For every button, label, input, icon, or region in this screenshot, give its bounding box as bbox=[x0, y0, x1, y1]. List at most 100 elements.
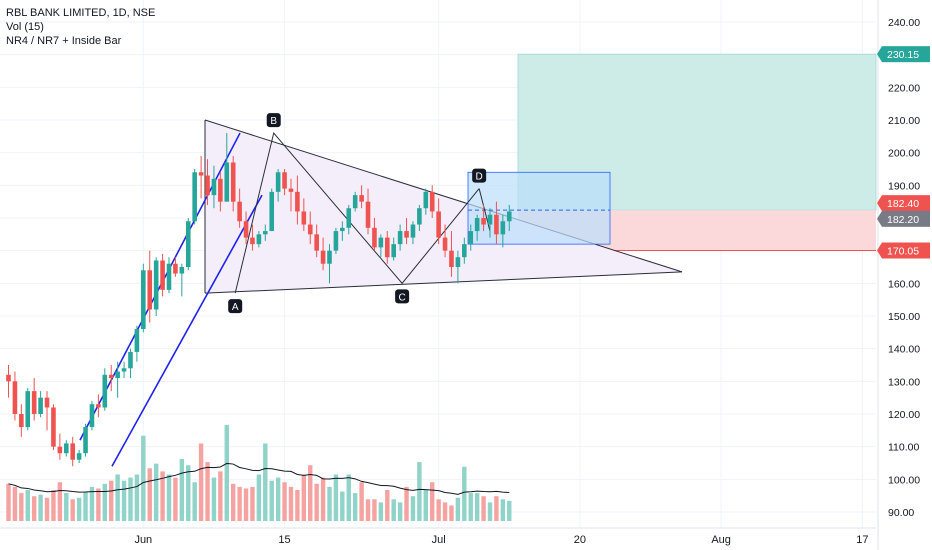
candle-body[interactable] bbox=[224, 162, 230, 202]
candle-body[interactable] bbox=[51, 407, 56, 447]
candle-body[interactable] bbox=[429, 191, 435, 212]
candle-body[interactable] bbox=[31, 391, 37, 414]
candle-body[interactable] bbox=[263, 231, 268, 235]
candle-body[interactable] bbox=[436, 211, 441, 238]
candle-body[interactable] bbox=[192, 172, 197, 222]
candle-body[interactable] bbox=[83, 427, 88, 454]
volume-bar bbox=[218, 471, 223, 521]
candle-body[interactable] bbox=[70, 443, 75, 460]
candle-body[interactable] bbox=[141, 270, 146, 330]
candle-body[interactable] bbox=[506, 211, 512, 222]
candle-body[interactable] bbox=[462, 244, 467, 258]
candle-body[interactable] bbox=[218, 178, 223, 202]
candle-body[interactable] bbox=[333, 231, 339, 251]
candle-body[interactable] bbox=[6, 374, 11, 382]
candle-body[interactable] bbox=[63, 443, 69, 454]
price-label-stop: 170.05 bbox=[887, 246, 919, 258]
candle-body[interactable] bbox=[320, 250, 326, 264]
range-box[interactable] bbox=[467, 171, 611, 245]
candle-body[interactable] bbox=[38, 397, 43, 414]
pattern-label-b-box[interactable] bbox=[266, 113, 281, 128]
candle-body[interactable] bbox=[455, 257, 461, 267]
candle-body[interactable] bbox=[185, 221, 191, 267]
candle-body[interactable] bbox=[314, 234, 319, 251]
candle-body[interactable] bbox=[487, 214, 493, 225]
candle-body[interactable] bbox=[365, 201, 371, 228]
candle-body[interactable] bbox=[372, 227, 377, 248]
candle-body[interactable] bbox=[384, 237, 390, 258]
volume-bar bbox=[263, 443, 268, 521]
candle-body[interactable] bbox=[96, 404, 101, 408]
triangle-lower-line[interactable] bbox=[204, 271, 683, 294]
volume-bar bbox=[391, 499, 396, 521]
volume-bar bbox=[134, 474, 140, 521]
candle-body[interactable] bbox=[481, 218, 486, 225]
candle-body[interactable] bbox=[417, 208, 422, 225]
candle-body[interactable] bbox=[288, 188, 294, 192]
candle-body[interactable] bbox=[166, 263, 172, 290]
candle-body[interactable] bbox=[25, 391, 31, 428]
channel-lower-line[interactable] bbox=[111, 194, 263, 467]
volume-bar bbox=[141, 435, 146, 521]
candle-body[interactable] bbox=[410, 224, 416, 238]
candle-body[interactable] bbox=[282, 172, 287, 189]
candle-body[interactable] bbox=[237, 201, 242, 222]
candle-body[interactable] bbox=[275, 172, 281, 192]
candle-body[interactable] bbox=[134, 329, 140, 352]
candle-body[interactable] bbox=[230, 162, 236, 202]
candle-body[interactable] bbox=[89, 404, 95, 428]
candle-body[interactable] bbox=[474, 218, 480, 232]
candle-body[interactable] bbox=[346, 208, 352, 228]
candle-body[interactable] bbox=[115, 371, 120, 379]
candle-body[interactable] bbox=[301, 211, 307, 225]
candle-body[interactable] bbox=[359, 195, 364, 202]
candle-body[interactable] bbox=[153, 260, 159, 310]
candle-body[interactable] bbox=[205, 175, 210, 196]
candle-body[interactable] bbox=[198, 172, 204, 176]
candle-body[interactable] bbox=[352, 195, 358, 209]
candle-body[interactable] bbox=[211, 178, 217, 196]
candle-body[interactable] bbox=[160, 260, 165, 290]
candle-body[interactable] bbox=[173, 263, 178, 274]
price-label-close: 182.20 bbox=[887, 214, 919, 226]
candle-body[interactable] bbox=[19, 414, 24, 428]
candle-body[interactable] bbox=[121, 368, 127, 372]
candle-body[interactable] bbox=[449, 250, 454, 267]
candle-body[interactable] bbox=[269, 191, 275, 232]
volume-indicator-label[interactable]: Vol (15) bbox=[6, 21, 44, 33]
candle-body[interactable] bbox=[500, 221, 506, 235]
symbol-title[interactable]: RBL BANK LIMITED, 1D, NSE bbox=[6, 7, 156, 19]
candle-body[interactable] bbox=[102, 374, 108, 408]
candle-body[interactable] bbox=[391, 244, 396, 258]
nr-indicator-label[interactable]: NR4 / NR7 + Inside Bar bbox=[6, 35, 122, 47]
candle-body[interactable] bbox=[307, 224, 313, 235]
candle-body[interactable] bbox=[128, 351, 133, 369]
candle-body[interactable] bbox=[340, 227, 345, 232]
pattern-label-d-box[interactable] bbox=[472, 168, 487, 183]
candle-body[interactable] bbox=[44, 397, 50, 408]
candle-body[interactable] bbox=[397, 231, 403, 245]
candle-body[interactable] bbox=[423, 191, 429, 209]
candle-body[interactable] bbox=[108, 374, 114, 379]
candle-body[interactable] bbox=[12, 381, 18, 414]
volume-bar bbox=[44, 497, 50, 521]
pattern-label-c-box[interactable] bbox=[395, 289, 410, 304]
candle-body[interactable] bbox=[243, 221, 249, 238]
candle-body[interactable] bbox=[494, 214, 499, 235]
candle-body[interactable] bbox=[179, 267, 185, 274]
candle-body[interactable] bbox=[147, 270, 153, 310]
candle-body[interactable] bbox=[250, 237, 255, 245]
pattern-label-a-box[interactable] bbox=[228, 299, 243, 314]
price-label-stop-pointer bbox=[877, 242, 882, 259]
candle-body[interactable] bbox=[327, 250, 332, 264]
candle-body[interactable] bbox=[295, 191, 300, 212]
candle-body[interactable] bbox=[256, 234, 262, 245]
volume-bar bbox=[282, 482, 287, 521]
candle-body[interactable] bbox=[378, 237, 384, 248]
candle-body[interactable] bbox=[57, 446, 63, 454]
candle-body[interactable] bbox=[468, 231, 474, 245]
candle-body[interactable] bbox=[442, 237, 448, 251]
candle-body[interactable] bbox=[404, 231, 409, 238]
candle-body[interactable] bbox=[76, 453, 82, 460]
